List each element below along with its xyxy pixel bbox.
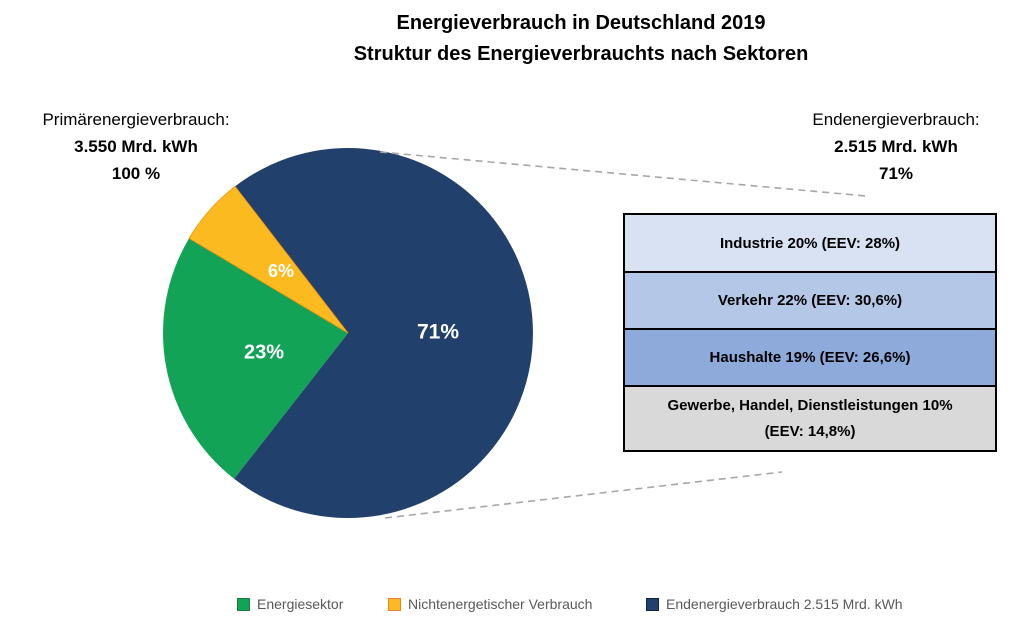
legend-item-endenergieverbrauch: Endenergieverbrauch 2.515 Mrd. kWh (646, 596, 903, 612)
end-energy-label: Endenergieverbrauch: 2.515 Mrd. kWh 71% (762, 106, 1024, 187)
primary-energy-label: Primärenergieverbrauch: 3.550 Mrd. kWh 1… (2, 106, 270, 187)
callout-line-bottom (384, 471, 783, 519)
legend-label-nichtenergetischer-verbrauch: Nichtenergetischer Verbrauch (408, 596, 593, 612)
primary-energy-heading: Primärenergieverbrauch: (42, 110, 230, 129)
primary-energy-amount: 3.550 Mrd. kWh (74, 137, 198, 156)
table-row-verkehr: Verkehr 22% (EEV: 30,6%) (625, 273, 995, 330)
end-energy-breakdown-table: Industrie 20% (EEV: 28%) Verkehr 22% (EE… (623, 213, 997, 452)
end-energy-heading: Endenergieverbrauch: (812, 110, 980, 129)
legend-label-endenergieverbrauch: Endenergieverbrauch 2.515 Mrd. kWh (666, 596, 903, 612)
table-row-gewerbe: Gewerbe, Handel, Dienstleistungen 10% (E… (625, 387, 995, 450)
pie-slice-nichtenergetischer-verbrauch (188, 185, 349, 334)
chart-title-line1: Energieverbrauch in Deutschland 2019 (396, 12, 766, 34)
primary-energy-share: 100 % (111, 164, 161, 183)
end-energy-share: 71% (878, 164, 914, 183)
table-row-verkehr-text: Verkehr 22% (EEV: 30,6%) (717, 292, 903, 309)
callout-line-top (379, 151, 867, 197)
table-row-industrie-text: Industrie 20% (EEV: 28%) (719, 234, 901, 252)
legend-marker-nichtenergetischer-verbrauch-icon (388, 597, 401, 611)
table-row-haushalte: Haushalte 19% (EEV: 26,6%) (625, 330, 995, 387)
chart-title-line2: Struktur des Energieverbrauchts nach Sek… (353, 43, 809, 65)
end-energy-amount: 2.515 Mrd. kWh (834, 137, 958, 156)
pie-label-nichtenergetischer-verbrauch: 6% (268, 261, 294, 281)
legend-label-energiesektor: Energiesektor (257, 596, 344, 612)
pie-label-endenergieverbrauch: 71% (417, 321, 459, 344)
table-row-gewerbe-line1: Gewerbe, Handel, Dienstleistungen 10% (667, 396, 953, 414)
legend-marker-energiesektor-icon (237, 597, 250, 611)
legend-marker-endenergieverbrauch-icon (646, 597, 659, 611)
pie-label-energiesektor: 23% (244, 341, 284, 363)
table-row-gewerbe-line2: (EEV: 14,8%) (764, 422, 856, 440)
legend-item-nichtenergetischer-verbrauch: Nichtenergetischer Verbrauch (388, 596, 592, 612)
legend-item-energiesektor: Energiesektor (237, 596, 343, 612)
chart-title: Energieverbrauch in Deutschland 2019 Str… (138, 8, 1024, 70)
table-row-industrie: Industrie 20% (EEV: 28%) (625, 215, 995, 273)
pie-slice-endenergieverbrauch (234, 147, 533, 518)
pie-slice-energiesektor (163, 238, 348, 479)
table-row-haushalte-text: Haushalte 19% (EEV: 26,6%) (709, 349, 911, 366)
